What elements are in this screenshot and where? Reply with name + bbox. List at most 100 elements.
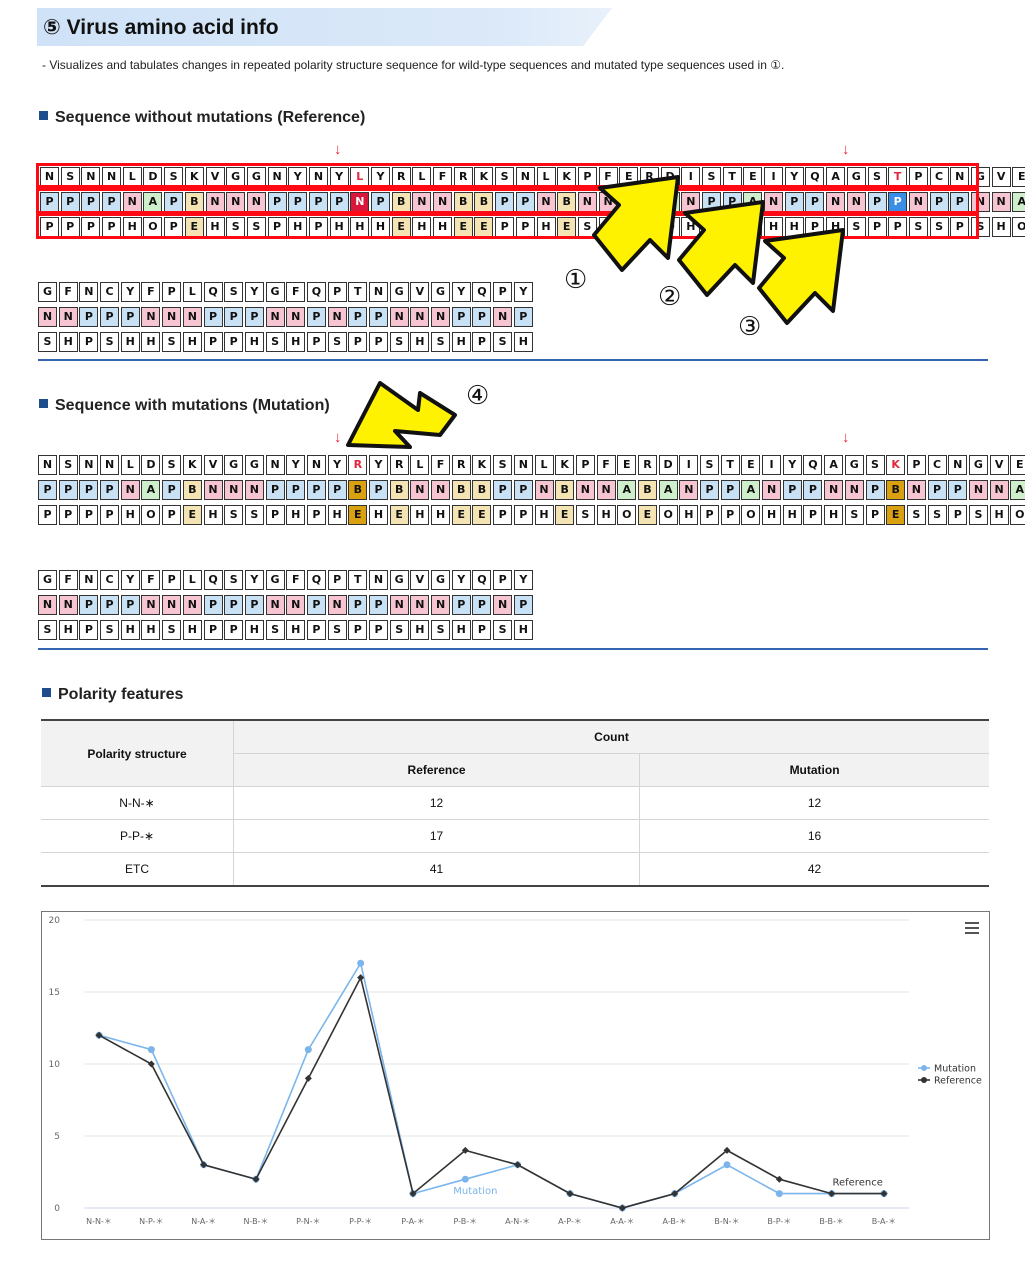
sequence-cell: P — [451, 595, 471, 615]
sequence-cell: K — [472, 455, 492, 475]
sequence-cell: N — [679, 480, 699, 500]
legend-marker — [921, 1065, 927, 1071]
sequence-cell: C — [100, 282, 120, 302]
sequence-cell: N — [844, 480, 864, 500]
x-tick-label: A-N-＊ — [505, 1217, 530, 1226]
sequence-cell: P — [472, 595, 492, 615]
sequence-cell: H — [534, 505, 554, 525]
square-bullet-icon — [39, 399, 48, 408]
sequence-cell: P — [472, 307, 492, 327]
sequence-cell: N — [38, 307, 57, 327]
data-point — [147, 1046, 155, 1054]
x-tick-label: P-A-＊ — [401, 1217, 425, 1226]
sequence-cell: K — [182, 455, 202, 475]
x-tick-label: N-P-＊ — [139, 1217, 163, 1226]
sequence-cell: N — [327, 307, 347, 327]
sequence-cell: P — [79, 307, 99, 327]
sequence-cell: Q — [306, 282, 326, 302]
callout-3: ③ — [738, 312, 762, 342]
sequence-cell: P — [929, 192, 949, 212]
sequence-cell: Y — [451, 282, 471, 302]
sequence-cell: S — [970, 217, 990, 237]
sequence-cell: H — [369, 505, 388, 525]
sequence-cell: N — [948, 455, 968, 475]
sequence-cell: H — [141, 332, 161, 352]
sequence-cell: H — [431, 505, 451, 525]
legend-label: Mutation — [934, 1064, 976, 1075]
sequence-cell: P — [513, 307, 533, 327]
data-point — [200, 1161, 208, 1169]
sequence-cell: N — [989, 480, 1009, 500]
sequence-cell: O — [1010, 505, 1025, 525]
series-line-reference — [98, 975, 884, 1209]
sequence-cell: S — [389, 332, 409, 352]
col-reference: Reference — [232, 753, 640, 787]
sequence-cell: Y — [286, 455, 306, 475]
sequence-cell: N — [224, 480, 244, 500]
sequence-cell: N — [369, 282, 388, 302]
sequence-cell: T — [348, 282, 368, 302]
sequence-cell: S — [575, 505, 595, 525]
sequence-cell: P — [327, 480, 347, 500]
sequence-cell: P — [244, 307, 264, 327]
sequence-cell: B — [451, 480, 471, 500]
sequence-cell: S — [700, 455, 719, 475]
sequence-cell: P — [803, 505, 823, 525]
sequence-cell: P — [306, 307, 326, 327]
sequence-cell: S — [224, 570, 244, 590]
data-point — [775, 1190, 783, 1198]
sequence-cell: B — [389, 480, 409, 500]
sequence-cell: P — [162, 505, 182, 525]
mutation-site-arrow-2: ↓ — [842, 141, 850, 158]
square-bullet-icon — [42, 688, 51, 697]
sequence-cell: O — [1012, 217, 1025, 237]
sequence-cell: P — [575, 455, 595, 475]
sequence-cell: N — [100, 455, 120, 475]
sequence-cell: H — [762, 505, 782, 525]
sequence-cell: O — [741, 505, 761, 525]
sequence-cell: H — [182, 620, 202, 640]
y-tick-label: 0 — [54, 1204, 60, 1214]
sequence-cell: P — [369, 480, 388, 500]
sequence-cell: F — [58, 282, 78, 302]
hamburger-menu-icon[interactable] — [965, 922, 979, 937]
sequence-cell: P — [38, 480, 57, 500]
sequence-cell: P — [265, 505, 285, 525]
sequence-cell: P — [100, 480, 120, 500]
sequence-cell: P — [100, 307, 120, 327]
sequence-cell: H — [120, 620, 140, 640]
sequence-cell: E — [348, 505, 368, 525]
sequence-cell: F — [286, 570, 306, 590]
sequence-cell: P — [329, 192, 349, 212]
sequence-cell: G — [265, 282, 285, 302]
col-structure: Polarity structure — [41, 719, 234, 787]
data-point — [723, 1146, 731, 1154]
sequence-cell: P — [162, 480, 182, 500]
sequence-cell: P — [306, 595, 326, 615]
sequence-cell: P — [306, 480, 326, 500]
sequence-cell: P — [224, 595, 244, 615]
sequence-cell: G — [844, 455, 864, 475]
data-point — [357, 959, 365, 967]
sequence-cell: H — [513, 332, 533, 352]
sequence-cell: S — [431, 620, 451, 640]
yellow-arrow-3-icon — [757, 228, 845, 325]
highlight-box-1 — [36, 163, 979, 188]
sequence-cell: N — [38, 455, 57, 475]
sequence-cell: P — [348, 307, 368, 327]
sequence-cell: P — [38, 505, 57, 525]
y-tick-label: 5 — [54, 1132, 60, 1142]
sequence-cell: R — [348, 455, 368, 475]
x-tick-label: A-B-＊ — [663, 1217, 687, 1226]
sequence-cell: N — [286, 595, 306, 615]
highlight-box-2 — [36, 188, 979, 214]
sequence-cell: N — [410, 480, 430, 500]
sequence-cell: A — [658, 480, 678, 500]
sequence-cell: S — [100, 620, 120, 640]
sequence-cell: P — [865, 480, 885, 500]
x-tick-label: A-A-＊ — [610, 1217, 634, 1226]
callout-4: ④ — [466, 381, 490, 411]
